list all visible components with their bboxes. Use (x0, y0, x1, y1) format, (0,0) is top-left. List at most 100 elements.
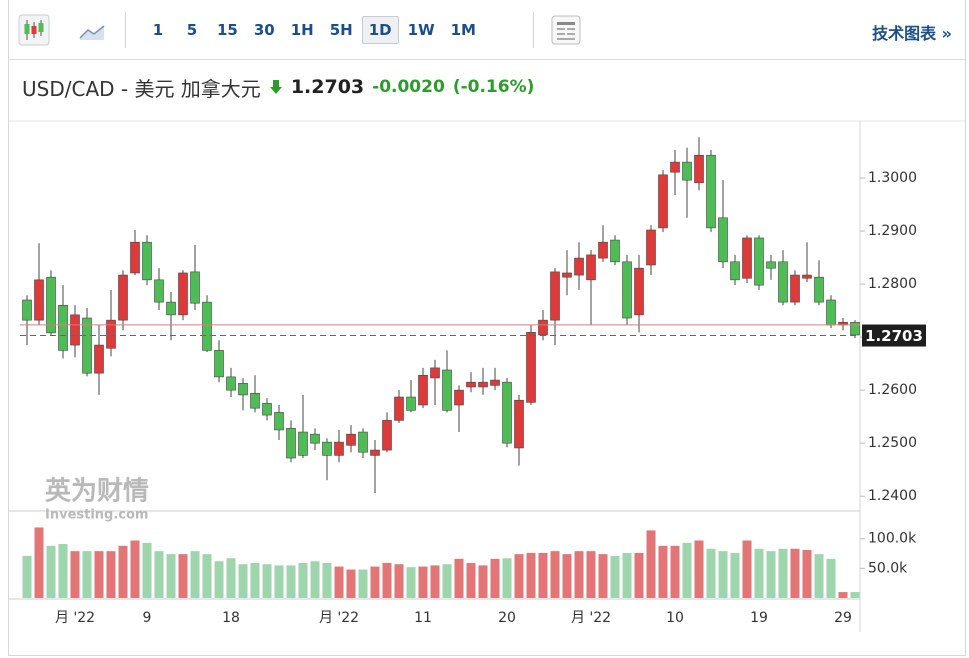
candle-body (58, 305, 68, 351)
x-tick-label: 月 '22 (55, 610, 95, 626)
x-tick-label: 19 (750, 610, 768, 626)
candle-body (202, 301, 212, 351)
volume-bar (226, 558, 236, 598)
candle-body (106, 319, 116, 349)
candle-body (334, 441, 344, 456)
candle-body (742, 237, 752, 279)
volume-bar (190, 551, 200, 598)
quote-header: USD/CAD - 美元 加拿大元 1.2703 -0.0020 (-0.16%… (22, 72, 534, 102)
candle-body (454, 389, 464, 406)
volume-bar (34, 527, 44, 598)
interval-button[interactable]: 1 (152, 21, 164, 39)
volume-bar (778, 548, 788, 598)
candle-body (478, 381, 488, 388)
volume-bar (622, 552, 632, 598)
table-icon[interactable] (550, 14, 582, 46)
volume-bar (670, 545, 680, 598)
candle-body (826, 299, 836, 326)
volume-tick-label: 100.0k (868, 531, 917, 547)
technical-chart-link[interactable]: 技术图表 » (872, 24, 952, 43)
candle-body (490, 379, 500, 386)
candle-body (190, 271, 200, 304)
candle-body (394, 396, 404, 421)
volume-bar (766, 551, 776, 598)
interval-button[interactable]: 1M (450, 21, 476, 39)
volume-bar (322, 563, 332, 598)
candle-body (802, 274, 812, 279)
volume-bar (754, 548, 764, 598)
volume-bar (526, 552, 536, 598)
volume-bar (82, 551, 92, 598)
volume-bar (562, 554, 572, 598)
volume-bar (262, 564, 272, 598)
interval-button[interactable]: 15 (217, 21, 238, 39)
y-tick-label: 1.2600 (868, 382, 917, 398)
candle-icon[interactable] (18, 14, 50, 46)
candle-body (238, 382, 248, 396)
volume-bar (826, 558, 836, 598)
y-tick-label: 1.2500 (868, 435, 917, 451)
volume-tick-label: 50.0k (868, 560, 908, 576)
candle-body (130, 241, 140, 274)
volume-bar (838, 592, 848, 598)
last-price: 1.2703 (290, 76, 365, 98)
volume-bar (310, 561, 320, 598)
volume-bar (394, 564, 404, 598)
candle-body (382, 420, 392, 451)
toolbar: 1 5 15 30 1H 5H 1D 1W 1M 技术图表 » (8, 0, 966, 60)
line-icon[interactable] (76, 14, 108, 46)
interval-button[interactable]: 1W (407, 21, 435, 39)
candle-body (790, 274, 800, 303)
candle-body (814, 276, 824, 303)
y-tick-label: 1.2400 (868, 488, 917, 504)
volume-bar (790, 548, 800, 598)
volume-bar (166, 554, 176, 598)
volume-bar (598, 554, 608, 598)
candle-body (118, 274, 128, 321)
interval-button[interactable]: 1D (361, 16, 399, 44)
price-label: 1.2703 (865, 327, 923, 345)
candle-body (658, 174, 668, 229)
interval-button[interactable]: 1H (290, 21, 314, 39)
x-tick-label: 29 (834, 610, 852, 626)
watermark: 英为财情 (45, 477, 149, 507)
volume-bar (478, 565, 488, 598)
separator (125, 12, 126, 48)
x-tick-label: 20 (498, 610, 516, 626)
volume-bar (202, 554, 212, 598)
candle-body (418, 375, 428, 406)
volume-bar (694, 540, 704, 598)
interval-group: 1 5 15 30 1H 5H 1D 1W 1M (142, 16, 483, 44)
candle-body (154, 279, 164, 303)
price-label-box (862, 324, 926, 347)
candle-body (370, 449, 380, 456)
volume-bar (298, 563, 308, 598)
candle-body (682, 161, 692, 181)
volume-bar (514, 554, 524, 598)
down-arrow (269, 80, 282, 94)
candle-body (730, 261, 740, 281)
volume-bar (358, 569, 368, 598)
candle-body (310, 433, 320, 444)
candle-body (526, 332, 536, 403)
y-tick-label: 1.2800 (868, 276, 917, 292)
candle-body (778, 261, 788, 303)
candle-body (598, 241, 608, 259)
volume-bar (850, 592, 860, 598)
candle-body (610, 239, 620, 263)
volume-bar (658, 545, 668, 598)
interval-button[interactable]: 5 (186, 21, 198, 39)
interval-button[interactable]: 5H (329, 21, 353, 39)
chart: 英为财情 Investing.com 1.2400 1.2500 1.2600 1.2… (9, 120, 965, 632)
candle-body (718, 217, 728, 263)
volume-bar (346, 569, 356, 598)
separator (533, 12, 534, 48)
candle-body (586, 254, 596, 281)
volume-bar (58, 544, 68, 598)
volume-bar (370, 566, 380, 598)
interval-button[interactable]: 30 (253, 21, 275, 39)
volume-bar (334, 566, 344, 598)
candle-body (322, 441, 332, 456)
x-tick-label: 11 (414, 610, 432, 626)
volume-bar (538, 552, 548, 598)
